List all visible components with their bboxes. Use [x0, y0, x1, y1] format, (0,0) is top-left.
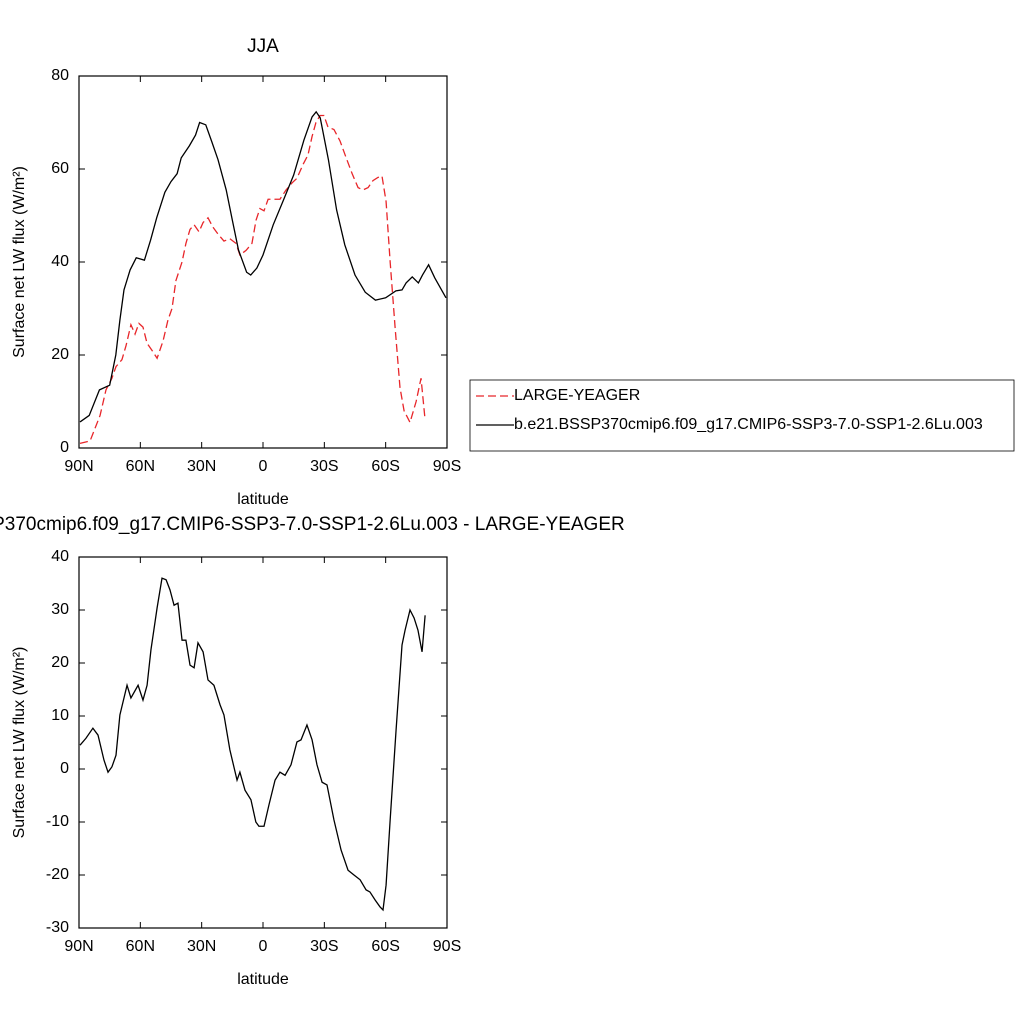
data-line	[79, 114, 426, 444]
x-tick-label: 60S	[371, 458, 399, 475]
x-tick-label: 60N	[126, 938, 155, 955]
x-tick-label: 30N	[187, 458, 216, 475]
x-tick-label: 30S	[310, 458, 338, 475]
chart-title: b.e21.BSSP370cmip6.f09_g17.CMIP6-SSP3-7.…	[0, 514, 625, 535]
x-axis-label: latitude	[237, 491, 289, 508]
y-tick-label: 40	[51, 548, 69, 565]
x-tick-label: 0	[259, 938, 268, 955]
data-line	[79, 577, 426, 912]
y-tick-label: 10	[51, 707, 69, 724]
x-tick-label: 60N	[126, 458, 155, 475]
x-tick-label: 0	[259, 458, 268, 475]
y-tick-label: 40	[51, 253, 69, 270]
x-tick-label: 90S	[433, 458, 461, 475]
y-tick-label: 20	[51, 654, 69, 671]
x-tick-label: 30N	[187, 938, 216, 955]
x-tick-label: 30S	[310, 938, 338, 955]
y-tick-label: 30	[51, 601, 69, 618]
y-tick-label: -30	[46, 919, 69, 936]
y-tick-label: 0	[60, 760, 69, 777]
y-tick-label: -10	[46, 813, 69, 830]
y-tick-label: -20	[46, 866, 69, 883]
legend-label: b.e21.BSSP370cmip6.f09_g17.CMIP6-SSP3-7.…	[514, 416, 983, 433]
chart-title: JJA	[247, 36, 279, 57]
x-tick-label: 60S	[371, 938, 399, 955]
plot-frame	[78, 556, 448, 929]
x-tick-label: 90S	[433, 938, 461, 955]
x-axis-label: latitude	[237, 971, 289, 988]
y-tick-label: 80	[51, 67, 69, 84]
legend-label: LARGE-YEAGER	[514, 387, 640, 404]
y-tick-label: 60	[51, 160, 69, 177]
y-tick-label: 20	[51, 346, 69, 363]
y-tick-label: 0	[60, 439, 69, 456]
data-line	[79, 110, 447, 423]
legend-box	[469, 379, 1015, 452]
x-tick-label: 90N	[64, 938, 93, 955]
x-tick-label: 90N	[64, 458, 93, 475]
y-axis-label: Surface net LW flux (W/m²)	[11, 647, 28, 839]
y-axis-label: Surface net LW flux (W/m²)	[11, 166, 28, 358]
